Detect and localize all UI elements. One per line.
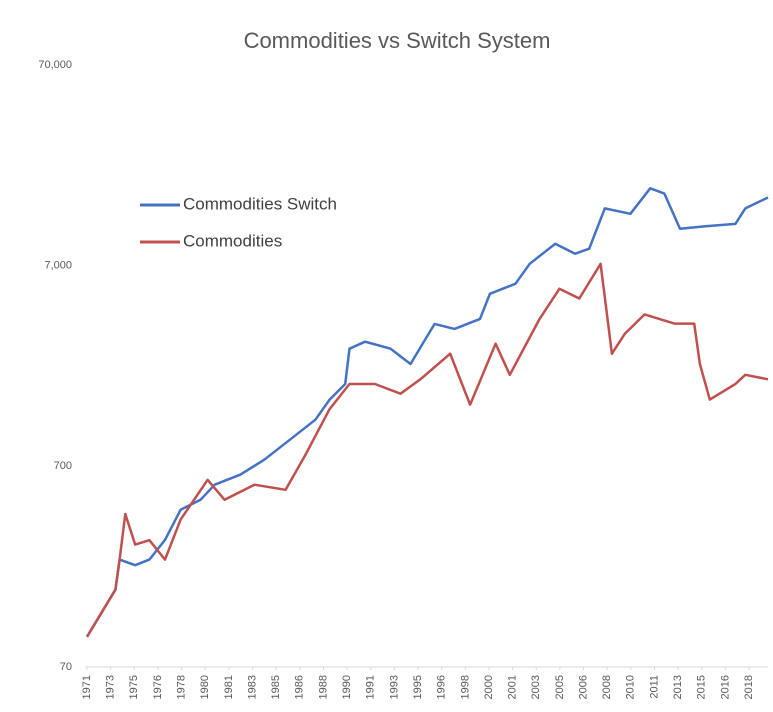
x-tick-label: 1980 [199,675,211,699]
y-tick-label: 7,000 [44,260,72,272]
x-tick-label: 1973 [105,675,117,699]
series-line [85,187,769,638]
x-tick-label: 2015 [696,675,708,699]
x-tick-label: 1995 [412,675,424,699]
x-tick-label: 1996 [436,675,448,699]
x-tick-label: 1983 [246,675,258,699]
series-line [85,262,769,638]
x-tick-label: 1991 [365,675,377,699]
x-tick-label: 1993 [388,675,400,699]
x-tick-label: 2010 [625,675,637,699]
x-tick-label: 2006 [577,675,589,699]
x-tick-label: 2018 [743,675,755,699]
x-tick-label: 1988 [317,675,329,699]
x-tick-label: 1990 [341,675,353,699]
x-tick-label: 1985 [270,675,282,699]
x-tick-label: 2001 [507,675,519,699]
x-tick-label: 2008 [601,675,613,699]
x-tick-label: 1998 [459,675,471,699]
legend-label: Commodities Switch [183,194,337,213]
legend-label: Commodities [183,231,282,250]
x-tick-label: 2005 [554,675,566,699]
x-tick-label: 2000 [483,675,495,699]
x-tick-label: 1976 [152,675,164,699]
y-tick-label: 700 [54,460,72,472]
y-tick-label: 70,000 [38,59,72,71]
x-tick-label: 1971 [81,675,93,699]
x-tick-label: 2003 [530,675,542,699]
x-tick-label: 2016 [719,675,731,699]
x-tick-label: 1975 [128,675,140,699]
x-tick-label: 2013 [672,675,684,699]
x-tick-label: 1981 [223,675,235,699]
y-tick-label: 70 [60,661,72,673]
x-tick-label: 1978 [176,675,188,699]
chart-title: Commodities vs Switch System [244,28,551,53]
x-tick-label: 1986 [294,675,306,699]
x-tick-label: 2011 [648,675,660,699]
